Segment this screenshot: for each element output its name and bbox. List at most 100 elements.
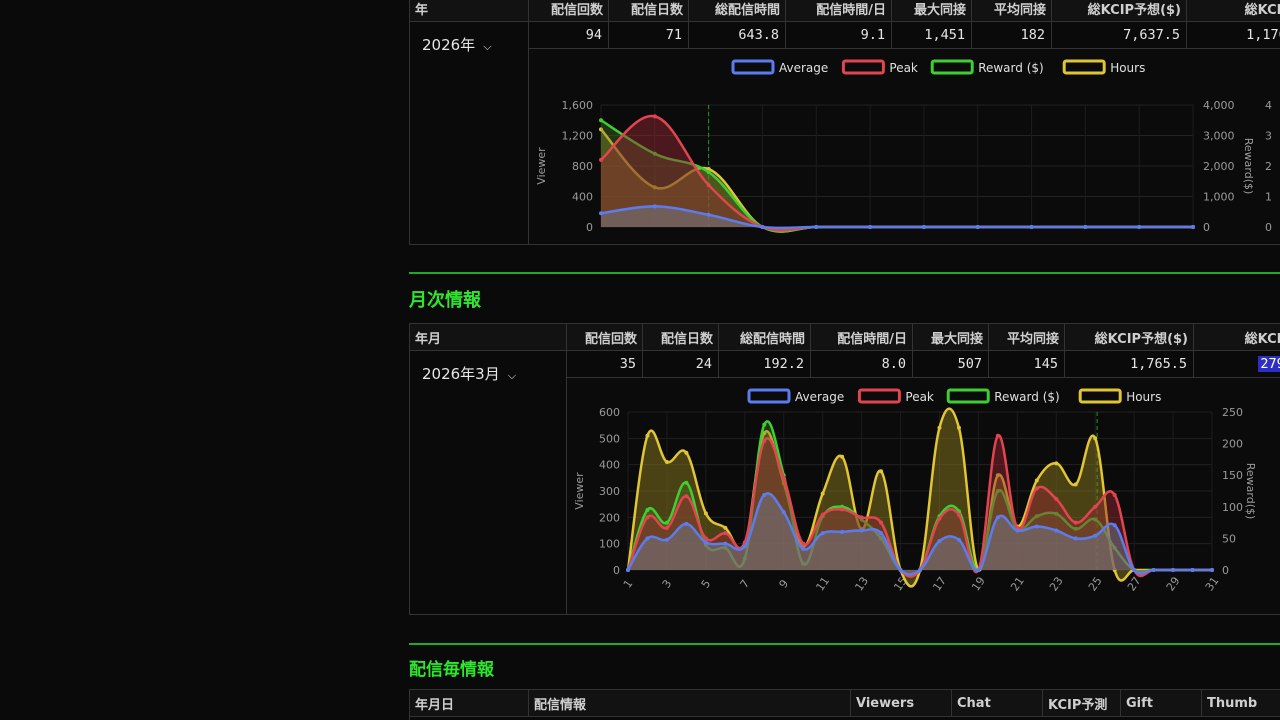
data-point[interactable] [645,536,650,541]
data-point[interactable] [781,510,786,515]
data-point[interactable] [1054,496,1059,501]
data-point[interactable] [599,118,603,123]
data-point[interactable] [1210,568,1214,572]
legend-item[interactable]: Peak [841,59,918,75]
data-point[interactable] [995,473,1000,478]
data-point[interactable] [645,507,650,512]
data-point[interactable] [976,568,981,572]
data-point[interactable] [652,204,657,209]
data-point[interactable] [760,225,765,229]
data-point[interactable] [664,525,669,530]
data-point[interactable] [921,225,926,229]
data-point[interactable] [1093,517,1098,522]
data-point[interactable] [706,183,711,188]
data-point[interactable] [868,225,873,229]
data-point[interactable] [1132,568,1137,572]
data-point[interactable] [1054,461,1059,466]
data-point[interactable] [1034,478,1039,483]
data-point[interactable] [664,520,669,525]
data-point[interactable] [820,491,825,496]
data-point[interactable] [723,525,728,530]
data-point[interactable] [762,422,767,427]
data-point[interactable] [1151,568,1156,572]
data-point[interactable] [937,516,942,521]
header-thumb[interactable]: Thumb [1201,689,1280,717]
data-point[interactable] [684,494,689,499]
data-point[interactable] [814,225,819,229]
data-point[interactable] [1073,536,1078,541]
data-point[interactable] [879,469,884,474]
data-point[interactable] [820,512,825,517]
data-point[interactable] [859,528,864,533]
header-date[interactable]: 年月日 [409,689,529,717]
data-point[interactable] [645,433,650,438]
legend-item[interactable]: Average [731,59,828,75]
data-point[interactable] [859,515,864,520]
data-point[interactable] [879,520,884,525]
data-point[interactable] [937,425,942,430]
header-gift[interactable]: Gift [1120,689,1202,717]
header-kcip-forecast[interactable]: KCIP予測 [1042,689,1121,717]
data-point[interactable] [879,531,884,536]
data-point[interactable] [684,450,689,455]
data-point[interactable] [645,515,650,520]
legend-item[interactable]: Hours [1078,388,1161,404]
data-point[interactable] [723,545,728,550]
data-point[interactable] [599,157,603,162]
data-point[interactable] [820,531,825,536]
data-point[interactable] [684,521,689,526]
data-point[interactable] [652,185,657,190]
legend-item[interactable]: Reward ($) [946,388,1060,404]
data-point[interactable] [626,568,630,572]
data-point[interactable] [995,433,1000,438]
month-selector[interactable]: 2026年3月 ⌵ [409,350,567,615]
data-point[interactable] [1029,225,1034,229]
data-point[interactable] [664,537,669,542]
data-point[interactable] [664,460,669,465]
data-point[interactable] [801,546,806,551]
data-point[interactable] [1112,523,1117,528]
data-point[interactable] [652,114,657,119]
data-point[interactable] [975,225,980,229]
data-point[interactable] [937,539,942,544]
data-point[interactable] [956,512,961,517]
data-point[interactable] [762,492,767,497]
data-point[interactable] [1034,524,1039,529]
data-point[interactable] [918,568,922,572]
legend-item[interactable]: Average [747,388,844,404]
data-point[interactable] [1190,568,1195,572]
data-point[interactable] [801,541,806,546]
data-point[interactable] [652,151,657,156]
chart-legend[interactable]: Average Peak Reward ($) Hours [747,388,1161,404]
data-point[interactable] [1015,528,1020,533]
data-point[interactable] [742,556,747,561]
year-selector[interactable]: 2026年 ⌵ [409,21,529,245]
data-point[interactable] [1083,225,1088,229]
data-point[interactable] [1073,526,1078,531]
data-point[interactable] [801,561,806,566]
data-point[interactable] [599,127,603,132]
data-point[interactable] [762,438,767,443]
header-chat[interactable]: Chat [951,689,1043,717]
data-point[interactable] [703,536,708,541]
data-point[interactable] [1112,568,1117,572]
data-point[interactable] [1054,528,1059,533]
data-point[interactable] [879,536,884,541]
data-point[interactable] [1054,511,1059,516]
data-point[interactable] [956,537,961,542]
data-point[interactable] [1073,520,1078,525]
data-point[interactable] [1171,568,1176,572]
data-point[interactable] [840,529,845,534]
data-point[interactable] [599,211,603,216]
data-point[interactable] [723,541,728,546]
legend-item[interactable]: Reward ($) [930,59,1044,75]
header-stream-info[interactable]: 配信情報 [528,689,851,717]
data-point[interactable] [706,212,711,217]
data-point[interactable] [1093,436,1098,441]
data-point[interactable] [1093,533,1098,538]
legend-item[interactable]: Peak [857,388,934,404]
chart-legend[interactable]: Average Peak Reward ($) Hours [731,59,1145,75]
data-point[interactable] [898,568,903,572]
data-point[interactable] [1137,225,1142,229]
data-point[interactable] [1034,486,1039,491]
